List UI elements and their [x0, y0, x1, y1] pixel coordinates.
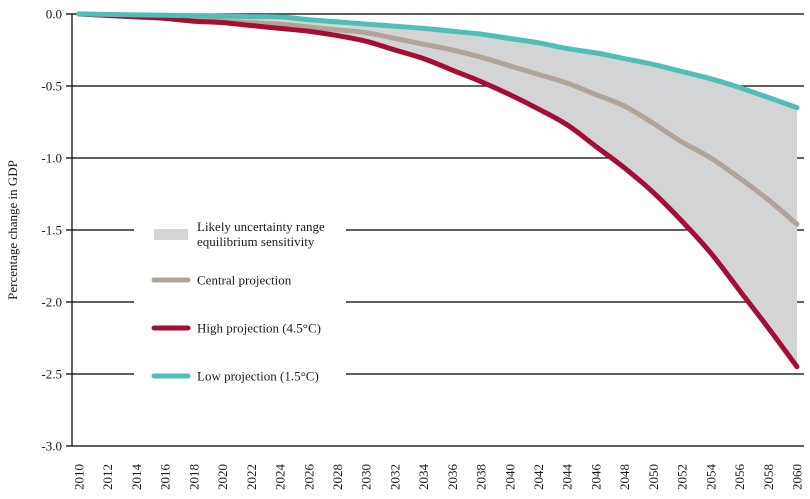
x-tick-label: 2024	[273, 464, 288, 491]
legend-label: High projection (4.5°C)	[197, 321, 321, 336]
x-tick-label: 2038	[474, 464, 489, 490]
x-tick-label: 2034	[416, 464, 431, 491]
legend-swatch-band	[154, 229, 188, 240]
x-tick-label: 2052	[675, 464, 690, 490]
legend-label: Low projection (1.5°C)	[197, 369, 319, 384]
legend-label: Central projection	[197, 273, 292, 288]
x-tick-label: 2028	[330, 464, 345, 490]
y-tick-label: 0.0	[46, 7, 62, 22]
legend-label: Likely uncertainty range	[197, 219, 325, 234]
low-projection-line	[76, 11, 800, 111]
x-tick-label: 2050	[646, 464, 661, 490]
x-tick-label: 2046	[588, 464, 603, 491]
y-tick-label: -1.5	[41, 223, 62, 238]
x-tick-label: 2020	[215, 464, 230, 490]
x-tick-label: 2054	[703, 464, 718, 491]
y-tick-label: -0.5	[41, 79, 62, 94]
x-tick-label: 2056	[732, 464, 747, 491]
x-tick-label: 2060	[790, 464, 805, 490]
x-tick-label: 2044	[560, 464, 575, 491]
x-tick-label: 2036	[445, 464, 460, 491]
y-tick-label: -2.5	[41, 367, 62, 382]
x-tick-label: 2040	[502, 464, 517, 490]
y-axis-title: Percentage change in GDP	[5, 160, 20, 300]
series-lines	[76, 11, 800, 370]
x-tick-label: 2058	[761, 464, 776, 490]
x-tick-labels: 2010 2012 2014 2016 2018 2020 2022 2024 2026 2028…	[72, 464, 805, 491]
y-tick-labels: 0.0 -0.5 -1.0 -1.5 -2.0 -2.5 -3.0	[41, 7, 62, 454]
x-tick-label: 2042	[531, 464, 546, 490]
high-projection-line	[76, 11, 800, 370]
x-tick-label: 2016	[158, 464, 173, 491]
legend-entry: Low projection (1.5°C)	[151, 369, 319, 384]
x-tick-label: 2048	[617, 464, 632, 490]
x-tick-label: 2010	[72, 464, 87, 490]
legend-entry: Central projection	[151, 273, 292, 288]
x-tick-label: 2022	[244, 464, 259, 490]
x-tick-label: 2032	[387, 464, 402, 490]
y-tick-label: -1.0	[41, 151, 62, 166]
y-tick-label: -3.0	[41, 439, 62, 454]
legend-box	[134, 212, 346, 390]
y-tick-label: -2.0	[41, 295, 62, 310]
x-tick-label: 2014	[129, 464, 144, 491]
x-tick-label: 2030	[359, 464, 374, 490]
legend-entry: High projection (4.5°C)	[151, 321, 321, 336]
x-tick-label: 2012	[100, 464, 115, 490]
x-tick-label: 2026	[301, 464, 316, 491]
legend-label: equilibrium sensitivity	[197, 234, 315, 249]
x-tick-label: 2018	[186, 464, 201, 490]
legend-background	[134, 212, 346, 390]
